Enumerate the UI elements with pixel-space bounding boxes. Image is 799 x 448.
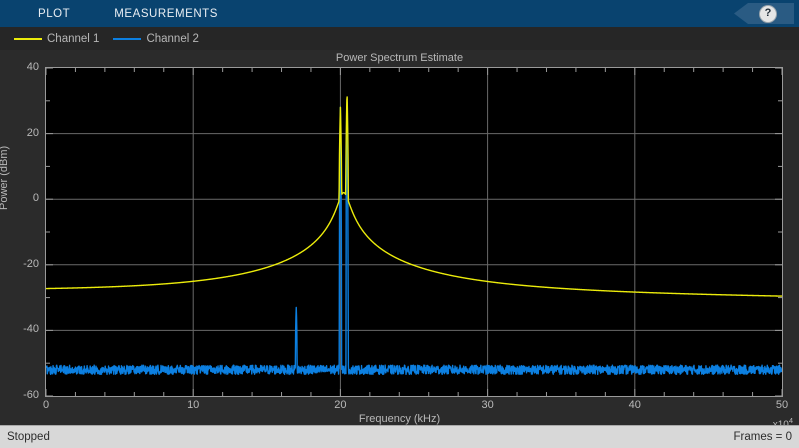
y-tick-label: -20 (23, 257, 39, 270)
legend-item-channel-2[interactable]: Channel 2 (113, 32, 199, 45)
legend-label-channel-2: Channel 2 (146, 32, 199, 45)
x-tick-label: 20 (334, 399, 347, 411)
y-tick-label: 40 (26, 61, 39, 73)
x-tick-label: 40 (628, 399, 641, 411)
tab-measurements[interactable]: MEASUREMENTS (114, 7, 218, 20)
help-panel[interactable]: ? (734, 3, 794, 24)
x-tick-label: 30 (481, 399, 494, 411)
x-axis-multiplier: x104 (773, 416, 793, 430)
figure-panel: Power Spectrum Estimate Power (dBm) Freq… (0, 50, 799, 430)
status-text: Stopped (7, 431, 50, 443)
y-tick-label: 20 (26, 126, 39, 139)
toolbar: PLOT MEASUREMENTS ? (0, 0, 799, 27)
x-axis-label: Frequency (kHz) (358, 413, 441, 425)
legend-swatch-channel-1 (14, 37, 42, 40)
chart-title: Power Spectrum Estimate (335, 52, 464, 64)
frames-counter: Frames = 0 (733, 431, 792, 443)
legend-swatch-channel-2 (113, 37, 142, 40)
x-tick-label: 0 (42, 399, 50, 411)
legend-item-channel-1[interactable]: Channel 1 (14, 33, 99, 45)
status-bar: Stopped Frames = 0 (0, 425, 799, 448)
y-tick-label: -60 (23, 389, 39, 401)
tab-plot[interactable]: PLOT (38, 7, 71, 20)
series-line-channel-1 (46, 96, 782, 297)
x-axis-multiplier-exponent: 4 (788, 416, 793, 425)
x-axis-multiplier-base: x10 (773, 419, 789, 430)
y-tick-label: -40 (23, 323, 39, 336)
legend-bar: Channel 1 Channel 2 (0, 27, 799, 51)
legend-label-channel-1: Channel 1 (47, 32, 100, 45)
series-line-channel-2 (46, 101, 782, 376)
x-tick-label: 10 (187, 399, 200, 411)
y-tick-label: 0 (32, 192, 39, 205)
x-tick-label: 50 (775, 399, 789, 411)
spectrum-plot-svg (46, 68, 782, 396)
help-icon[interactable]: ? (759, 4, 777, 23)
help-region: ? (729, 0, 799, 27)
plot-area[interactable] (45, 67, 783, 397)
